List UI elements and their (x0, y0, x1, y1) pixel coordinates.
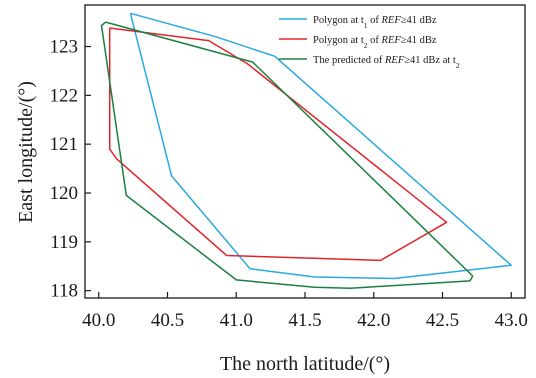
legend-label-3: The predicted of REF≥41 dBz at t2 (313, 55, 460, 70)
x-axis-ticks: 40.0 40.5 41.0 41.5 42.0 42.5 43.0 (82, 292, 528, 331)
series-line-1 (129, 12, 512, 280)
x-tick-label: 41.0 (220, 310, 253, 331)
legend-label-1: Polygon at t1 of REF≥41 dBz (313, 15, 437, 30)
plot-frame (84, 4, 526, 299)
y-tick-label: 123 (50, 37, 79, 58)
x-tick-label: 42.5 (426, 310, 459, 331)
series-layer (100, 12, 512, 289)
series-line-2 (108, 27, 448, 262)
y-tick-label: 122 (50, 85, 79, 106)
x-tick-label: 42.0 (357, 310, 390, 331)
x-tick-label: 40.0 (82, 310, 115, 331)
legend-label-2: Polygon at t2 of REF≥41 dBz (313, 35, 437, 50)
x-tick-label: 41.5 (288, 310, 321, 331)
legend: Polygon at t1 of REF≥41 dBz Polygon at t2… (279, 15, 460, 70)
series-line-3 (100, 21, 474, 289)
y-axis-ticks: 118 119 120 121 122 123 (50, 37, 91, 302)
x-tick-label: 43.0 (495, 310, 528, 331)
y-tick-label: 121 (50, 134, 79, 155)
y-axis-label: East longitude/(°) (15, 81, 37, 223)
x-axis-label: The north latitude/(°) (220, 353, 390, 375)
x-tick-label: 40.5 (151, 310, 184, 331)
y-tick-label: 119 (50, 232, 78, 253)
y-tick-label: 120 (50, 183, 79, 204)
y-tick-label: 118 (50, 281, 78, 302)
